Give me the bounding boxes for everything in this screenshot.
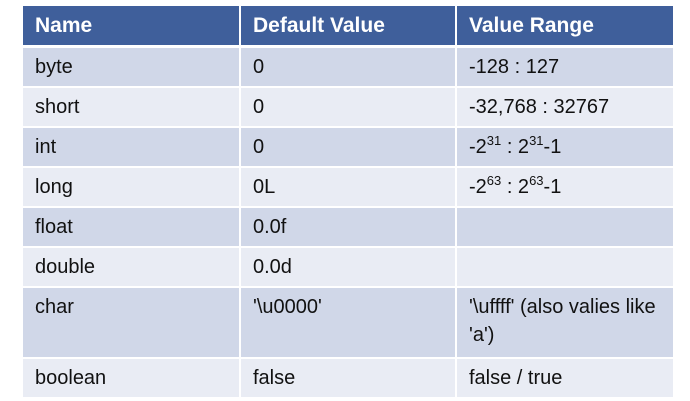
cell-range — [456, 207, 673, 248]
range-exponent: 31 — [486, 133, 502, 148]
range-base: -2 — [469, 176, 487, 198]
cell-range: -32,768 : 32767 — [456, 87, 673, 128]
cell-range: '\uffff' (also valies like 'a') — [456, 287, 673, 359]
cell-name: double — [23, 247, 241, 288]
cell-default: 0L — [240, 167, 457, 208]
cell-default: 0 — [240, 127, 457, 168]
cell-name: short — [23, 87, 241, 128]
cell-name: int — [23, 127, 241, 168]
table-row: long 0L -263 : 263-1 — [23, 167, 673, 208]
cell-range: false / true — [456, 358, 673, 399]
cell-range: -231 : 231-1 — [456, 127, 673, 168]
table-row: byte 0 -128 : 127 — [23, 46, 673, 88]
table-row: boolean false false / true — [23, 358, 673, 399]
cell-name: long — [23, 167, 241, 208]
range-exponent: 63 — [486, 173, 502, 188]
table-row: char '\u0000' '\uffff' (also valies like… — [23, 287, 673, 359]
range-separator: : 2 — [501, 136, 530, 158]
cell-default: false — [240, 358, 457, 399]
cell-range: -128 : 127 — [456, 46, 673, 88]
range-exponent: 31 — [529, 133, 544, 148]
header-name: Name — [23, 6, 241, 48]
cell-range — [456, 247, 673, 288]
cell-name: char — [23, 287, 241, 359]
cell-default: 0.0d — [240, 247, 457, 288]
cell-default: 0 — [240, 46, 457, 88]
range-tail: -1 — [543, 176, 562, 198]
table-row: short 0 -32,768 : 32767 — [23, 87, 673, 128]
cell-default: '\u0000' — [240, 287, 457, 359]
header-value-range: Value Range — [456, 6, 673, 48]
range-separator: : 2 — [501, 176, 530, 198]
header-default-value: Default Value — [240, 6, 457, 48]
range-base: -2 — [469, 136, 487, 158]
cell-default: 0.0f — [240, 207, 457, 248]
range-exponent: 63 — [529, 173, 544, 188]
table-row: int 0 -231 : 231-1 — [23, 127, 673, 168]
cell-name: byte — [23, 46, 241, 88]
table-row: float 0.0f — [23, 207, 673, 248]
range-tail: -1 — [543, 136, 562, 158]
cell-name: boolean — [23, 358, 241, 399]
table-header-row: Name Default Value Value Range — [23, 6, 673, 48]
data-types-table-container: Name Default Value Value Range byte 0 -1… — [23, 6, 673, 399]
cell-default: 0 — [240, 87, 457, 128]
table-row: double 0.0d — [23, 247, 673, 288]
cell-range: -263 : 263-1 — [456, 167, 673, 208]
cell-name: float — [23, 207, 241, 248]
primitive-types-table: Name Default Value Value Range byte 0 -1… — [23, 6, 673, 399]
